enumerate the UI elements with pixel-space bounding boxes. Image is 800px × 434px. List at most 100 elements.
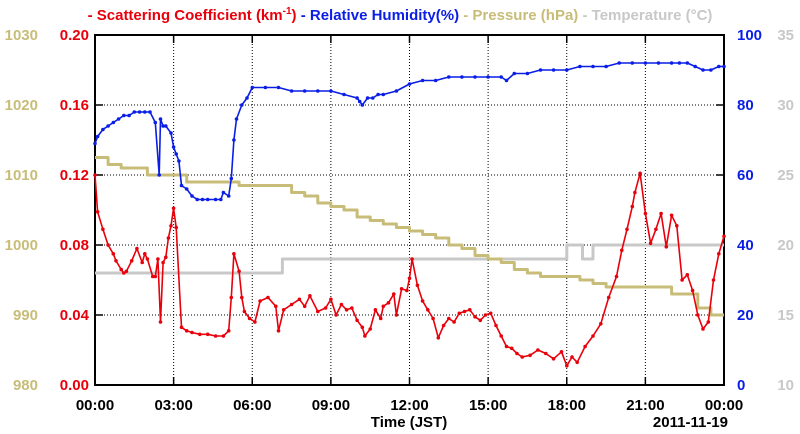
scattering-point bbox=[378, 316, 383, 321]
legend-label: Relative Humidity(%) bbox=[310, 7, 459, 24]
legend: - Scattering Coefficient (km-1) - Relati… bbox=[88, 6, 713, 24]
humidity-point bbox=[460, 75, 464, 79]
humidity-tick-label: 20 bbox=[737, 307, 754, 324]
scattering-point bbox=[614, 274, 619, 279]
humidity-point bbox=[709, 68, 713, 72]
scattering-point bbox=[457, 311, 462, 316]
humidity-point bbox=[617, 61, 621, 65]
scattering-point bbox=[368, 327, 373, 331]
humidity-point bbox=[93, 141, 97, 146]
scattering-point bbox=[93, 173, 97, 177]
humidity-point bbox=[643, 61, 648, 65]
humidity-point bbox=[656, 61, 661, 65]
scattering-point bbox=[591, 334, 595, 338]
scattering-point bbox=[308, 294, 312, 298]
x-tick-label: 03:00 bbox=[154, 397, 192, 414]
scattering-point bbox=[360, 325, 365, 330]
scattering-point bbox=[680, 278, 684, 282]
legend-text: - Scattering Coefficient (km-1) - Relati… bbox=[88, 6, 713, 24]
scattering-point bbox=[630, 204, 635, 209]
humidity-point bbox=[240, 103, 244, 107]
humidity-point bbox=[101, 127, 105, 132]
scattering-point bbox=[473, 315, 477, 319]
scattering-series-line bbox=[94, 172, 725, 367]
scattering-point bbox=[226, 329, 231, 333]
humidity-point bbox=[394, 89, 399, 93]
scattering-point bbox=[399, 287, 404, 291]
humidity-point bbox=[205, 197, 210, 202]
scattering-point bbox=[205, 332, 210, 337]
legend-marker: - bbox=[297, 7, 310, 24]
scattering-point bbox=[468, 308, 472, 312]
humidity-point bbox=[420, 78, 425, 83]
legend-marker: - bbox=[88, 7, 97, 24]
scattering-point bbox=[297, 297, 302, 302]
scattering-tick-label: 0.08 bbox=[60, 237, 89, 254]
scattering-point bbox=[350, 306, 354, 310]
scattering-point bbox=[488, 311, 493, 316]
scattering-point bbox=[316, 309, 320, 314]
series bbox=[93, 61, 726, 368]
scattering-point bbox=[633, 190, 637, 195]
scattering-point bbox=[156, 257, 160, 261]
humidity-point bbox=[127, 113, 131, 118]
scattering-point bbox=[483, 313, 488, 317]
pressure-tick-label: 990 bbox=[13, 307, 38, 324]
scattering-point bbox=[153, 274, 158, 279]
scattering-point bbox=[515, 351, 519, 356]
scattering-point bbox=[499, 334, 504, 338]
humidity-point bbox=[174, 152, 178, 156]
scattering-point bbox=[289, 302, 294, 307]
scattering-point bbox=[106, 243, 110, 247]
humidity-point bbox=[512, 71, 517, 76]
scattering-point bbox=[436, 336, 441, 340]
scattering-point bbox=[334, 313, 338, 317]
humidity-point bbox=[329, 89, 333, 93]
scattering-point bbox=[405, 288, 409, 293]
scattering-point bbox=[528, 353, 532, 358]
humidity-point bbox=[219, 197, 223, 202]
pressure-tick-label: 1030 bbox=[5, 27, 38, 44]
temperature-tick-label: 10 bbox=[777, 377, 794, 394]
humidity-point bbox=[357, 99, 362, 104]
scattering-point bbox=[420, 299, 425, 303]
humidity-point bbox=[407, 82, 412, 86]
humidity-point bbox=[591, 64, 595, 69]
scattering-point bbox=[166, 236, 171, 240]
scattering-point bbox=[575, 360, 579, 365]
x-tick-label: 00:00 bbox=[705, 397, 743, 414]
scattering-point bbox=[690, 288, 695, 293]
date-label: 2011-11-19 bbox=[653, 414, 728, 431]
scattering-point bbox=[685, 273, 690, 277]
scattering-point bbox=[381, 304, 386, 309]
scattering-point bbox=[410, 257, 414, 261]
scattering-point bbox=[258, 299, 262, 303]
scattering-point bbox=[696, 313, 700, 317]
scattering-point bbox=[344, 308, 349, 312]
scattering-point bbox=[722, 234, 726, 239]
scattering-point bbox=[638, 171, 642, 176]
humidity-point bbox=[226, 194, 231, 198]
x-tick-label: 09:00 bbox=[312, 397, 350, 414]
legend-label: Temperature (°C) bbox=[592, 7, 713, 24]
x-tick-label: 12:00 bbox=[390, 397, 428, 414]
scattering-point bbox=[625, 227, 629, 232]
scattering-point bbox=[431, 316, 435, 321]
humidity-point bbox=[376, 92, 380, 97]
scattering-point bbox=[276, 329, 281, 333]
scattering-point bbox=[124, 269, 129, 274]
humidity-point bbox=[717, 64, 721, 69]
humidity-point bbox=[234, 117, 239, 121]
scattering-point bbox=[717, 252, 721, 256]
humidity-point bbox=[342, 92, 346, 97]
scattering-point bbox=[164, 255, 168, 260]
scattering-point bbox=[659, 211, 663, 216]
scattering-point bbox=[135, 246, 139, 251]
scattering-point bbox=[643, 211, 648, 216]
humidity-point bbox=[143, 110, 147, 114]
scattering-point bbox=[570, 355, 574, 359]
humidity-point bbox=[157, 173, 161, 177]
humidity-point bbox=[177, 159, 181, 163]
humidity-point bbox=[486, 75, 490, 79]
scattering-point bbox=[111, 252, 116, 256]
